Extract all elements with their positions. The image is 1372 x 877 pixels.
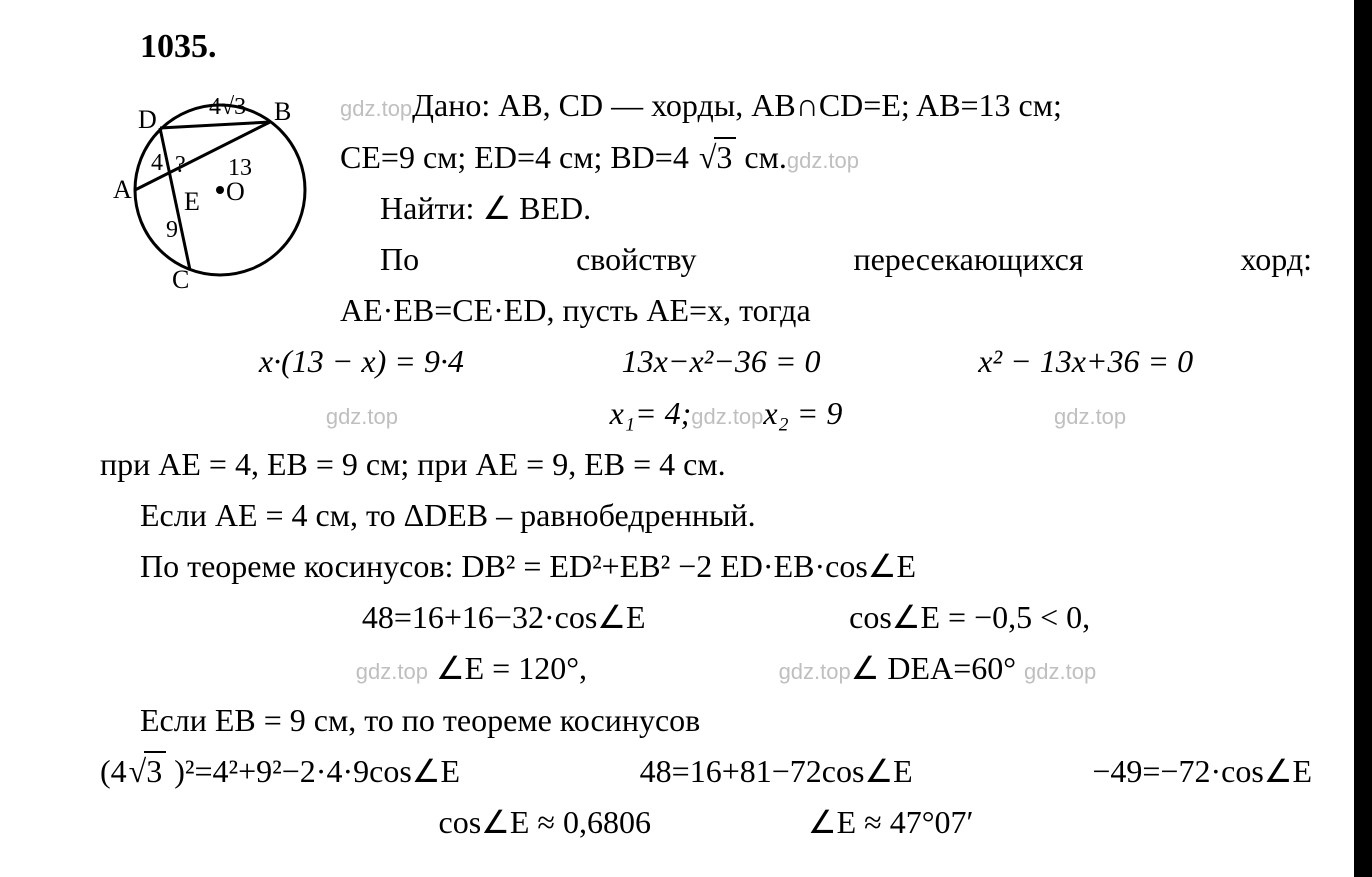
svg-text:C: C [172,265,189,294]
given-block: gdz.topДано: AB, CD — хорды, AB∩CD=E; AB… [340,80,1312,336]
given-text-2b: см. [744,139,786,175]
watermark-3: gdz.top [326,399,398,434]
svg-text:B: B [274,97,291,126]
prop-w1: По [340,234,419,285]
angle-a-wrap: gdz.top ∠E = 120°, [356,643,587,694]
angle-row: gdz.top ∠E = 120°, gdz.top∠ DEA=60° gdz.… [260,643,1192,694]
prop-w2: свойству [536,234,696,285]
sqrt-3-a: 3 [697,132,737,183]
svg-text:4√3: 4√3 [209,94,246,120]
solution-page: 1035. ABCDEO4?1394√3 gdz.topДано: AB, CD… [0,0,1372,877]
watermark-5: gdz.top [1054,399,1126,434]
cases-line: при AE = 4, EB = 9 см; при AE = 9, EB = … [100,439,1312,490]
top-block: ABCDEO4?1394√3 gdz.topДано: AB, CD — хор… [100,80,1312,336]
final-result-row: cos∠E ≈ 0,6806 ∠E ≈ 47°07′ [360,797,1052,848]
prop-w3: пересекающихся [813,234,1083,285]
angle-b: ∠ DEA=60° [851,650,1016,686]
final-eq-row: (4 3 )²=4²+9²−2·4·9cos∠E 48=16+81−72cos∠E… [100,746,1312,797]
case1-line: Если AE = 4 см, то ΔDEB – равнобедренный… [100,490,1312,541]
radicand-b: 3 [144,751,166,789]
svg-text:4: 4 [151,150,163,176]
final-cos: cos∠E ≈ 0,6806 [438,797,650,848]
find-line: Найти: ∠ BED. [340,183,1312,234]
given-text-2a: CE=9 см; ED=4 см; BD=4 [340,139,689,175]
root-2-txt: x₂ = 9 [763,395,842,431]
property-line: По свойству пересекающихся хорд: [340,234,1312,285]
root-1: x₁= 4;gdz.topx₂ = 9 [610,388,843,439]
cos-eq-row: 48=16+16−32·cos∠E cos∠E = −0,5 < 0, [260,592,1192,643]
watermark-6: gdz.top [356,659,428,684]
watermark-7: gdz.top [779,659,851,684]
watermark-8: gdz.top [1024,659,1096,684]
given-line-2: CE=9 см; ED=4 см; BD=4 3 см.gdz.top [340,132,1312,183]
svg-text:13: 13 [228,155,252,181]
final-a: (4 3 )²=4²+9²−2·4·9cos∠E [100,746,460,797]
quadratic-row: x·(13 − x) = 9·4 13x−x²−36 = 0 x² − 13x+… [180,336,1272,387]
cos-theorem-line: По теореме косинусов: DB² = ED²+EB² −2 E… [100,541,1312,592]
circle-diagram: A B C D EO 4? 13 9 4√3 [100,80,330,300]
final-c: −49=−72·cos∠E [1092,746,1312,797]
root-1-txt: x₁= 4; [610,395,692,431]
eq-c-txt: x² − 13x+36 = 0 [978,343,1193,379]
svg-text:E: E [184,187,200,216]
eq-a: x·(13 − x) = 9·4 [259,336,464,387]
angle-b-wrap: gdz.top∠ DEA=60° gdz.top [779,643,1097,694]
cos-eq-b: cos∠E = −0,5 < 0, [849,592,1090,643]
eq-c: x² − 13x+36 = 0 [978,336,1193,387]
diagram-container: A B C D EO 4? 13 9 4√3 [100,80,330,315]
watermark-text: gdz.top [340,96,412,121]
svg-text:A: A [113,175,132,204]
radicand-a: 3 [714,137,736,175]
svg-text:D: D [138,105,157,134]
final-b: 48=16+81−72cos∠E [640,746,913,797]
given-text-1: Дано: AB, CD — хорды, AB∩CD=E; AB=13 см; [412,87,1062,123]
eq-a-txt: x·(13 − x) = 9·4 [259,343,464,379]
svg-text:O: O [226,177,245,206]
problem-number: 1035. [140,20,1312,74]
cos-eq-a: 48=16+16−32·cos∠E [362,592,646,643]
prop-w4: хорд: [1200,234,1312,285]
eq-b-txt: 13x−x²−36 = 0 [622,343,821,379]
svg-text:?: ? [175,152,186,178]
watermark-4: gdz.top [691,404,763,429]
sqrt-3-b: 3 [127,746,167,797]
final-a-pre: (4 [100,753,127,789]
watermark-text-2: gdz.top [787,148,859,173]
final-a-post: )²=4²+9²−2·4·9cos∠E [166,753,460,789]
svg-text:9: 9 [166,217,178,243]
eq-b: 13x−x²−36 = 0 [622,336,821,387]
property-eq: AE·EB=CE·ED, пусть AE=x, тогда [340,285,1312,336]
final-angle: ∠E ≈ 47°07′ [808,797,974,848]
given-line-1: gdz.topДано: AB, CD — хорды, AB∩CD=E; AB… [340,80,1312,131]
roots-row: gdz.top x₁= 4;gdz.topx₂ = 9 gdz.top [220,388,1232,439]
case2-line: Если EB = 9 см, то по теореме косинусов [100,695,1312,746]
angle-a: ∠E = 120°, [436,650,587,686]
